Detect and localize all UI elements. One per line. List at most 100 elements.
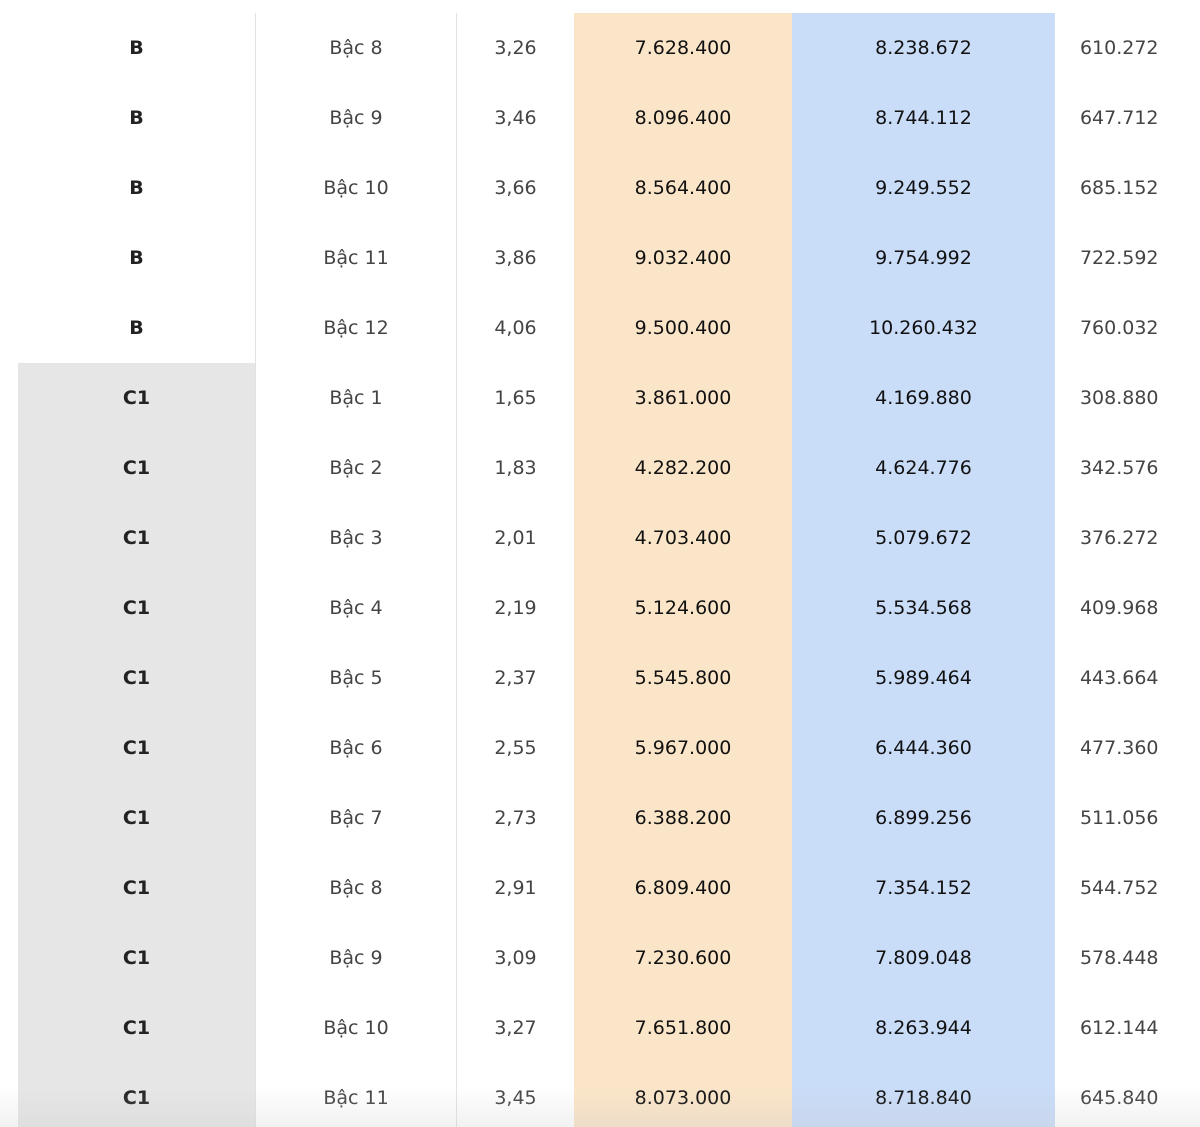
table-row: B Bậc 9 3,46 8.096.400 8.744.112 647.712: [18, 83, 1184, 153]
level-cell: Bậc 6: [255, 713, 457, 783]
salary-old-cell: 9.032.400: [574, 223, 792, 293]
salary-new-cell: 9.249.552: [792, 153, 1055, 223]
salary-table: B Bậc 8 3,26 7.628.400 8.238.672 610.272 B Bậc …: [18, 13, 1184, 1127]
salary-old-cell: 8.096.400: [574, 83, 792, 153]
coefficient-cell: 3,26: [456, 13, 574, 83]
coefficient-cell: 3,45: [456, 1063, 574, 1127]
table-row: C1 Bậc 9 3,09 7.230.600 7.809.048 578.448: [18, 923, 1184, 993]
group-cell: C1: [18, 503, 256, 573]
salary-new-cell: 7.809.048: [792, 923, 1055, 993]
table-row: C1 Bậc 1 1,65 3.861.000 4.169.880 308.880: [18, 363, 1184, 433]
salary-old-cell: 5.545.800: [574, 643, 792, 713]
coefficient-cell: 1,83: [456, 433, 574, 503]
difference-cell: 760.032: [1079, 317, 1159, 339]
coefficient-cell: 3,46: [456, 83, 574, 153]
difference-cell: 308.880: [1079, 387, 1159, 409]
salary-new-cell: 8.744.112: [792, 83, 1055, 153]
salary-new-cell: 8.718.840: [792, 1063, 1055, 1127]
salary-old-cell: 7.230.600: [574, 923, 792, 993]
salary-old-cell: 8.564.400: [574, 153, 792, 223]
group-cell: C1: [18, 783, 256, 853]
group-cell: C1: [18, 923, 256, 993]
salary-new-cell: 5.534.568: [792, 573, 1055, 643]
difference-cell: 544.752: [1079, 877, 1159, 899]
salary-new-cell: 6.444.360: [792, 713, 1055, 783]
level-cell: Bậc 12: [255, 293, 457, 363]
coefficient-cell: 2,37: [456, 643, 574, 713]
salary-old-cell: 4.282.200: [574, 433, 792, 503]
salary-new-cell: 4.624.776: [792, 433, 1055, 503]
table-row: C1 Bậc 7 2,73 6.388.200 6.899.256 511.056: [18, 783, 1184, 853]
salary-old-cell: 5.124.600: [574, 573, 792, 643]
coefficient-cell: 2,55: [456, 713, 574, 783]
salary-old-cell: 7.628.400: [574, 13, 792, 83]
difference-cell: 578.448: [1079, 947, 1159, 969]
table-row: C1 Bậc 2 1,83 4.282.200 4.624.776 342.576: [18, 433, 1184, 503]
table-row: B Bậc 8 3,26 7.628.400 8.238.672 610.272: [18, 13, 1184, 83]
group-cell: C1: [18, 993, 256, 1063]
coefficient-cell: 3,66: [456, 153, 574, 223]
difference-cell: 610.272: [1079, 37, 1159, 59]
level-cell: Bậc 2: [255, 433, 457, 503]
group-cell: C1: [18, 573, 256, 643]
salary-new-cell: 8.238.672: [792, 13, 1055, 83]
salary-old-cell: 5.967.000: [574, 713, 792, 783]
salary-new-cell: 9.754.992: [792, 223, 1055, 293]
difference-cell: 342.576: [1079, 457, 1159, 479]
group-cell: C1: [18, 713, 256, 783]
level-cell: Bậc 4: [255, 573, 457, 643]
difference-cell: 409.968: [1079, 597, 1159, 619]
level-cell: Bậc 9: [255, 923, 457, 993]
salary-old-cell: 7.651.800: [574, 993, 792, 1063]
salary-new-cell: 5.079.672: [792, 503, 1055, 573]
salary-old-cell: 9.500.400: [574, 293, 792, 363]
difference-cell: 647.712: [1079, 107, 1159, 129]
coefficient-cell: 4,06: [456, 293, 574, 363]
coefficient-cell: 3,27: [456, 993, 574, 1063]
group-cell: C1: [18, 363, 256, 433]
difference-cell: 511.056: [1079, 807, 1159, 829]
coefficient-cell: 1,65: [456, 363, 574, 433]
group-cell: C1: [18, 433, 256, 503]
group-cell: B: [129, 247, 144, 269]
table-row: C1 Bậc 6 2,55 5.967.000 6.444.360 477.360: [18, 713, 1184, 783]
coefficient-cell: 3,09: [456, 923, 574, 993]
group-cell: C1: [18, 1063, 256, 1127]
salary-new-cell: 10.260.432: [792, 293, 1055, 363]
salary-old-cell: 3.861.000: [574, 363, 792, 433]
level-cell: Bậc 3: [255, 503, 457, 573]
difference-cell: 722.592: [1079, 247, 1159, 269]
group-cell: C1: [18, 643, 256, 713]
group-cell: B: [129, 37, 144, 59]
table-row: C1 Bậc 10 3,27 7.651.800 8.263.944 612.144: [18, 993, 1184, 1063]
difference-cell: 645.840: [1079, 1087, 1159, 1109]
salary-old-cell: 8.073.000: [574, 1063, 792, 1127]
table-container: B Bậc 8 3,26 7.628.400 8.238.672 610.272 B Bậc …: [18, 13, 1184, 1127]
level-cell: Bậc 8: [255, 13, 457, 83]
level-cell: Bậc 9: [255, 83, 457, 153]
salary-new-cell: 7.354.152: [792, 853, 1055, 923]
level-cell: Bậc 5: [255, 643, 457, 713]
salary-old-cell: 6.809.400: [574, 853, 792, 923]
table-row: B Bậc 11 3,86 9.032.400 9.754.992 722.592: [18, 223, 1184, 293]
difference-cell: 477.360: [1079, 737, 1159, 759]
table-row: B Bậc 12 4,06 9.500.400 10.260.432 760.032: [18, 293, 1184, 363]
level-cell: Bậc 10: [255, 153, 457, 223]
table-row: C1 Bậc 4 2,19 5.124.600 5.534.568 409.968: [18, 573, 1184, 643]
level-cell: Bậc 1: [255, 363, 457, 433]
table-row: C1 Bậc 11 3,45 8.073.000 8.718.840 645.840: [18, 1063, 1184, 1127]
group-cell: C1: [18, 853, 256, 923]
salary-old-cell: 6.388.200: [574, 783, 792, 853]
coefficient-cell: 2,73: [456, 783, 574, 853]
level-cell: Bậc 10: [255, 993, 457, 1063]
coefficient-cell: 2,91: [456, 853, 574, 923]
group-cell: B: [129, 317, 144, 339]
salary-new-cell: 6.899.256: [792, 783, 1055, 853]
level-cell: Bậc 7: [255, 783, 457, 853]
salary-new-cell: 4.169.880: [792, 363, 1055, 433]
table-row: C1 Bậc 5 2,37 5.545.800 5.989.464 443.664: [18, 643, 1184, 713]
difference-cell: 612.144: [1079, 1017, 1159, 1039]
table-row: B Bậc 10 3,66 8.564.400 9.249.552 685.152: [18, 153, 1184, 223]
group-cell: B: [129, 107, 144, 129]
difference-cell: 443.664: [1079, 667, 1159, 689]
